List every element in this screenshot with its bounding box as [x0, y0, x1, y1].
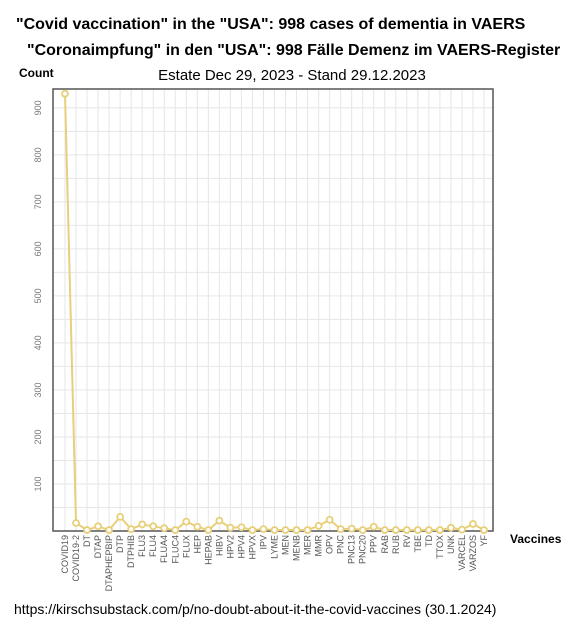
y-tick-label: 300: [33, 382, 43, 397]
x-tick-label: PNC13: [347, 535, 357, 564]
data-point: [171, 526, 180, 534]
data-point: [469, 520, 477, 528]
x-tick-label: RUB: [391, 535, 401, 554]
data-point: [83, 526, 91, 534]
data-point: [281, 526, 290, 534]
x-tick-label: MMR: [314, 535, 324, 557]
data-point: [447, 523, 455, 532]
x-tick-label: HEP: [192, 535, 202, 554]
x-tick-label: DT: [82, 535, 92, 547]
data-point: [303, 526, 312, 534]
line-chart: 100 200 300 400 500 600 700 800 900 COVID19 COVID…: [33, 88, 494, 592]
x-tick-label: DTPHIB: [126, 535, 136, 568]
y-tick-labels: 100 200 300 400 500 600 700 800 900: [33, 100, 43, 491]
data-point: [314, 521, 323, 530]
data-point: [358, 526, 367, 534]
chart-subtitle: Estate Dec 29, 2023 - Stand 29.12.2023: [158, 67, 426, 84]
x-tick-label: FLUX: [181, 535, 191, 558]
x-axis-label: Vaccines: [510, 532, 562, 546]
data-point: [435, 526, 444, 534]
x-tick-label: TTOX: [435, 535, 445, 559]
x-tick-label: PNC: [336, 535, 346, 555]
chart-title-english: "Covid vaccination" in the "USA": 998 ca…: [16, 16, 526, 33]
data-point: [237, 523, 246, 532]
y-tick-label: 900: [33, 100, 43, 115]
y-tick-label: 600: [33, 241, 43, 256]
data-point: [182, 517, 191, 526]
x-tick-label: LYME: [270, 535, 280, 559]
x-tick-label: COVID19: [60, 535, 70, 574]
data-point: [402, 526, 411, 534]
data-point: [413, 526, 422, 534]
x-tick-label: YF: [479, 535, 489, 547]
y-tick-label: 700: [33, 194, 43, 209]
x-tick-label: COVID19-2: [71, 535, 81, 582]
data-point: [336, 525, 345, 534]
y-tick-label: 500: [33, 288, 43, 303]
series-points: [61, 89, 488, 534]
x-tick-label: RV: [402, 535, 412, 547]
data-point: [248, 526, 257, 534]
source-footer: https://kirschsubstack.com/p/no-doubt-ab…: [14, 601, 497, 617]
data-point: [325, 515, 334, 524]
x-tick-label: FLU3: [137, 535, 147, 557]
data-point: [347, 524, 356, 533]
chart-grid: [53, 89, 493, 531]
x-tick-label: VARZOS: [468, 535, 478, 571]
data-point: [127, 525, 136, 534]
x-tick-label: TD: [424, 535, 434, 547]
x-tick-label: FLUA4: [159, 535, 169, 563]
x-tick-label: VARCEL: [457, 535, 467, 570]
x-tick-label: HEPAB: [203, 535, 213, 565]
data-point: [116, 512, 125, 521]
x-tick-label: PPV: [369, 535, 379, 553]
data-point: [94, 522, 102, 531]
x-tick-label: DTAP: [93, 535, 103, 558]
data-point: [369, 522, 378, 531]
data-point: [105, 526, 114, 534]
chart-title-german: "Coronaimpfung" in den "USA": 998 Fälle …: [27, 42, 561, 59]
x-tick-label: RAB: [380, 535, 390, 554]
data-point: [226, 523, 235, 532]
data-point: [149, 522, 158, 531]
y-axis-label: Count: [19, 66, 54, 80]
data-point: [215, 516, 224, 525]
x-tick-label: HIBV: [214, 535, 224, 556]
y-tick-label: 200: [33, 429, 43, 444]
x-tick-label: MENB: [292, 535, 302, 561]
data-point: [292, 526, 301, 534]
x-tick-label: HPV2: [225, 535, 235, 559]
x-tick-label: HPV4: [236, 535, 246, 559]
data-point: [259, 525, 268, 534]
data-point: [193, 522, 202, 531]
data-point: [458, 525, 466, 534]
data-point: [391, 526, 400, 534]
data-point: [204, 526, 213, 534]
x-tick-labels: COVID19 COVID19-2 DT DTAP DTAPHEPBIP DTP DTPHI…: [60, 535, 489, 592]
data-point: [160, 524, 169, 533]
x-tick-label: DTP: [115, 535, 125, 553]
x-tick-label: PNC20: [358, 535, 368, 564]
data-point: [138, 520, 147, 529]
data-point: [380, 526, 389, 534]
x-tick-label: HPVX: [247, 535, 257, 560]
x-tick-label: DTAPHEPBIP: [104, 535, 114, 591]
y-tick-label: 100: [33, 476, 43, 491]
data-point: [61, 89, 69, 98]
x-tick-label: MEN: [281, 535, 291, 555]
x-tick-label: MER: [303, 535, 313, 556]
x-tick-label: OPV: [325, 535, 335, 554]
data-point: [424, 526, 433, 534]
data-point: [270, 526, 279, 534]
y-tick-label: 400: [33, 335, 43, 350]
x-tick-label: FLUC4: [170, 535, 180, 564]
x-tick-label: UNK: [446, 535, 456, 554]
x-tick-label: TBE: [413, 535, 423, 553]
data-point: [480, 526, 488, 534]
data-point: [72, 519, 80, 527]
x-tick-label: IPV: [258, 535, 268, 550]
y-tick-label: 800: [33, 147, 43, 162]
x-tick-label: FLU4: [148, 535, 158, 557]
